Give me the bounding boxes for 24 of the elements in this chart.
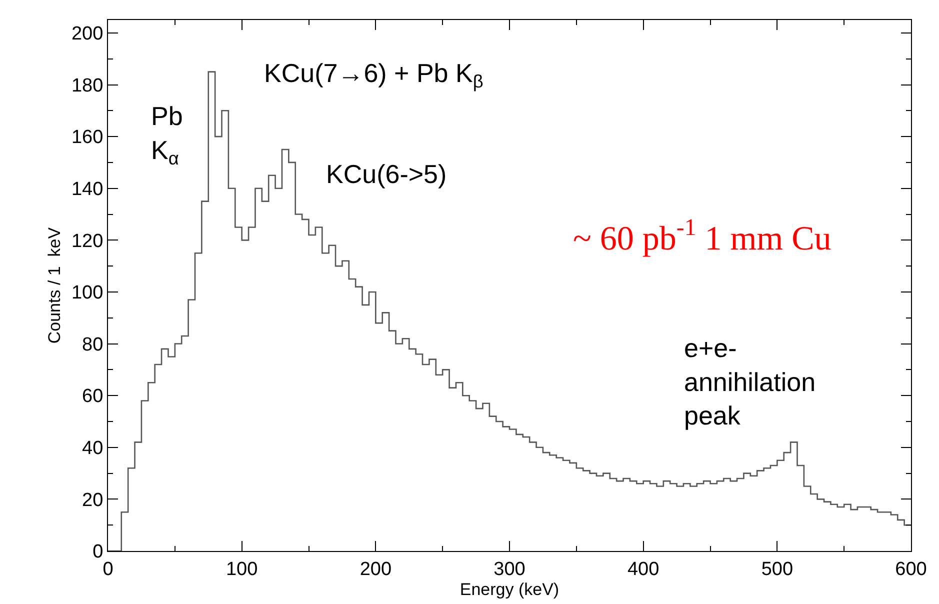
annotation: KCu(6->5) bbox=[326, 159, 447, 189]
annotation: KCu(7→6) + Pb K$_{β}$ bbox=[264, 58, 484, 92]
y-tick-label: 140 bbox=[71, 179, 104, 200]
y-tick-label: 80 bbox=[82, 334, 104, 356]
y-tick-label: 0 bbox=[92, 542, 104, 563]
y-tick-label: 180 bbox=[71, 75, 104, 96]
annotation: e+e- annihilation peak bbox=[684, 333, 816, 431]
x-tick-label: 200 bbox=[360, 558, 392, 580]
x-tick-label: 400 bbox=[627, 558, 660, 580]
x-tick-label: 600 bbox=[895, 558, 927, 580]
y-tick-label: 120 bbox=[71, 230, 104, 252]
x-tick-label: 100 bbox=[226, 558, 258, 580]
x-tick-label: 300 bbox=[494, 558, 526, 580]
y-tick-label: 20 bbox=[82, 490, 104, 511]
x-tick-label: 500 bbox=[761, 558, 794, 580]
y-tick-label: 60 bbox=[82, 386, 104, 408]
y-tick-label: 100 bbox=[71, 282, 104, 304]
annotation: ~ 60 pb$^{-1}$ 1 mm Cu bbox=[573, 215, 832, 258]
y-axis-title: Counts / 1 keV bbox=[45, 226, 64, 344]
y-tick-label: 200 bbox=[71, 24, 104, 45]
x-axis-title: Energy (keV) bbox=[460, 580, 560, 599]
annotation: Pb K$_{α}$ bbox=[151, 101, 183, 168]
y-tick-label: 40 bbox=[82, 438, 104, 460]
y-tick-label: 160 bbox=[71, 127, 104, 148]
